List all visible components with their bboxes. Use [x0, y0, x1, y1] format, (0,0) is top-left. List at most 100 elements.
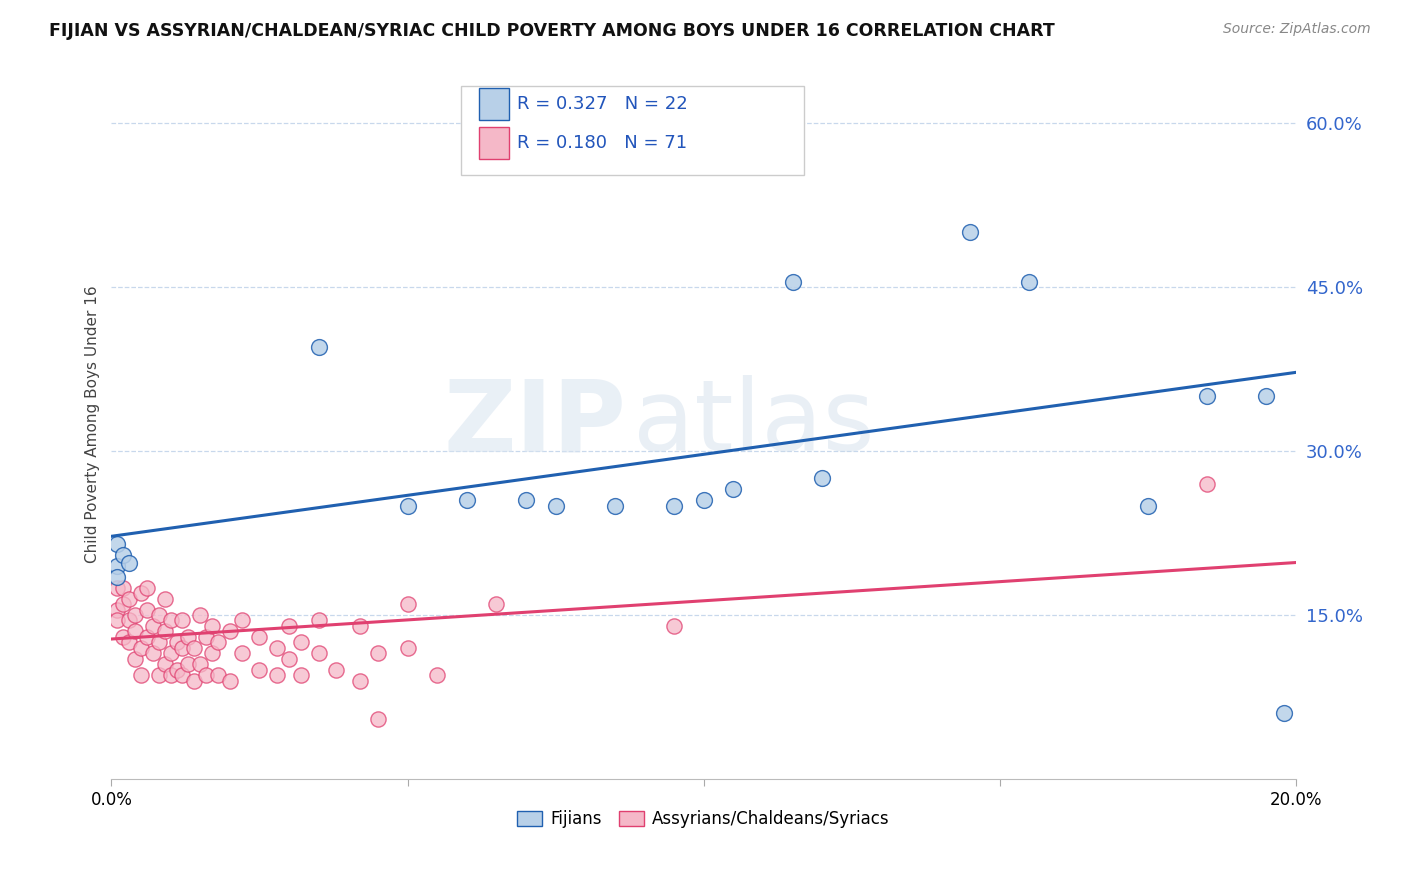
- Point: [218, 624, 240, 639]
- Point: [166, 635, 188, 649]
- Point: [396, 597, 419, 611]
- Point: [266, 668, 288, 682]
- Point: [195, 668, 218, 682]
- Point: [172, 668, 194, 682]
- Point: [188, 607, 211, 622]
- Point: [159, 646, 181, 660]
- Y-axis label: Child Poverty Among Boys Under 16: Child Poverty Among Boys Under 16: [86, 285, 100, 563]
- Point: [118, 556, 141, 570]
- Legend: Fijians, Assyrians/Chaldeans/Syriacs: Fijians, Assyrians/Chaldeans/Syriacs: [510, 803, 897, 835]
- Point: [124, 651, 146, 665]
- Point: [153, 657, 176, 672]
- Point: [396, 640, 419, 655]
- FancyBboxPatch shape: [461, 87, 804, 175]
- Point: [129, 668, 152, 682]
- Text: ZIP: ZIP: [444, 376, 627, 472]
- Point: [118, 635, 141, 649]
- Point: [308, 340, 330, 354]
- Text: Source: ZipAtlas.com: Source: ZipAtlas.com: [1223, 22, 1371, 37]
- Point: [325, 663, 347, 677]
- Point: [1197, 389, 1219, 403]
- Point: [201, 619, 224, 633]
- Point: [278, 651, 301, 665]
- Point: [603, 499, 626, 513]
- Point: [183, 673, 205, 688]
- Point: [129, 640, 152, 655]
- Point: [249, 630, 271, 644]
- Point: [207, 635, 229, 649]
- Point: [515, 493, 537, 508]
- Point: [207, 668, 229, 682]
- Point: [396, 499, 419, 513]
- FancyBboxPatch shape: [478, 128, 509, 159]
- Point: [231, 614, 253, 628]
- Point: [118, 614, 141, 628]
- Point: [723, 483, 745, 497]
- Point: [105, 558, 128, 573]
- Point: [1136, 499, 1159, 513]
- Point: [148, 607, 170, 622]
- Point: [177, 657, 200, 672]
- Point: [105, 570, 128, 584]
- Point: [159, 668, 181, 682]
- Point: [1256, 389, 1278, 403]
- Text: atlas: atlas: [633, 376, 875, 472]
- Point: [1018, 275, 1040, 289]
- Point: [148, 668, 170, 682]
- Point: [142, 646, 165, 660]
- Point: [308, 646, 330, 660]
- Point: [105, 537, 128, 551]
- Point: [105, 602, 128, 616]
- Point: [166, 663, 188, 677]
- Point: [142, 619, 165, 633]
- Point: [112, 548, 135, 562]
- Point: [662, 499, 685, 513]
- Point: [231, 646, 253, 660]
- Point: [183, 640, 205, 655]
- Point: [308, 614, 330, 628]
- Point: [959, 226, 981, 240]
- Point: [148, 635, 170, 649]
- Text: R = 0.180   N = 71: R = 0.180 N = 71: [516, 134, 686, 153]
- Point: [201, 646, 224, 660]
- Point: [290, 668, 312, 682]
- Point: [172, 614, 194, 628]
- Point: [218, 673, 240, 688]
- Point: [456, 493, 478, 508]
- Point: [118, 591, 141, 606]
- Point: [249, 663, 271, 677]
- Point: [177, 630, 200, 644]
- Point: [105, 581, 128, 595]
- Point: [426, 668, 449, 682]
- Point: [195, 630, 218, 644]
- Text: FIJIAN VS ASSYRIAN/CHALDEAN/SYRIAC CHILD POVERTY AMONG BOYS UNDER 16 CORRELATION: FIJIAN VS ASSYRIAN/CHALDEAN/SYRIAC CHILD…: [49, 22, 1054, 40]
- Point: [349, 673, 371, 688]
- Point: [485, 597, 508, 611]
- Point: [188, 657, 211, 672]
- Point: [153, 624, 176, 639]
- Point: [278, 619, 301, 633]
- Point: [662, 619, 685, 633]
- Point: [1197, 476, 1219, 491]
- Point: [1272, 706, 1295, 721]
- Point: [112, 630, 135, 644]
- Point: [112, 597, 135, 611]
- Point: [153, 591, 176, 606]
- Point: [290, 635, 312, 649]
- Point: [693, 493, 716, 508]
- Point: [349, 619, 371, 633]
- Point: [112, 581, 135, 595]
- Point: [367, 646, 389, 660]
- Point: [159, 614, 181, 628]
- Point: [136, 581, 159, 595]
- Point: [124, 607, 146, 622]
- Point: [266, 640, 288, 655]
- Point: [544, 499, 567, 513]
- Text: R = 0.327   N = 22: R = 0.327 N = 22: [516, 95, 688, 113]
- Point: [136, 602, 159, 616]
- FancyBboxPatch shape: [478, 88, 509, 120]
- Point: [811, 471, 834, 485]
- Point: [124, 624, 146, 639]
- Point: [172, 640, 194, 655]
- Point: [782, 275, 804, 289]
